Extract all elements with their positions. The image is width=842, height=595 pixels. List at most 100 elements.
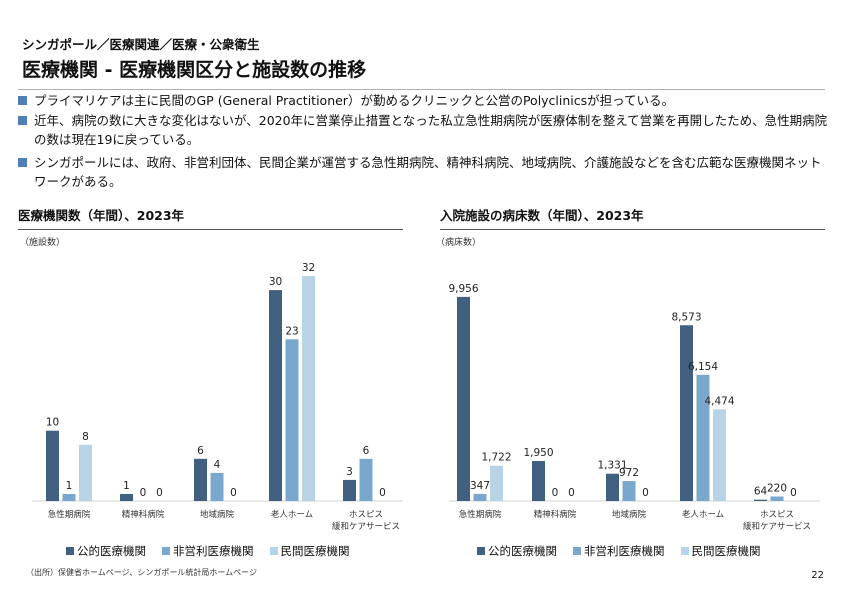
y-unit-label: （施設数） — [20, 238, 66, 248]
chart-title-facilities: 医療機関数（年間）、2023年 — [18, 208, 185, 223]
chart-title-beds: 入院施設の病床数（年間）、2023年 — [440, 208, 644, 223]
bar — [606, 473, 619, 501]
page-number: 22 — [811, 570, 824, 581]
legend-facilities: 公的医療機関 非営利医療機関 民間医療機関 — [66, 543, 350, 559]
data-label: 1,950 — [523, 447, 553, 459]
legend-label: 民間医療機関 — [691, 544, 761, 558]
legend-label: 民間医療機関 — [280, 544, 350, 558]
category-label: 緩和ケアサービス — [332, 521, 400, 532]
bullet-text: プライマリケアは主に民間のGP (General Practitioner）が勤… — [34, 93, 675, 108]
y-unit-label: （病床数） — [436, 238, 482, 248]
bar — [490, 465, 503, 501]
bar — [302, 276, 315, 501]
bar — [210, 472, 224, 501]
legend-item: 非営利医療機関 — [573, 543, 665, 559]
legend-swatch — [269, 547, 278, 555]
divider — [440, 229, 825, 230]
bullet-item: シンガポールには、政府、非営利団体、民間企業が運営する急性期病院、精神科病院、地… — [18, 153, 830, 191]
data-label: 0 — [790, 487, 797, 499]
data-label: 8 — [82, 431, 89, 443]
legend-beds: 公的医療機関 非営利医療機関 民間医療機関 — [477, 543, 761, 559]
bar — [194, 458, 207, 501]
data-label: 972 — [619, 467, 639, 479]
legend-item: 民間医療機関 — [680, 543, 761, 559]
source-note: （出所）保健省ホームページ、シンガポール統計局ホームページ — [26, 568, 257, 577]
category-label: 緩和ケアサービス — [743, 521, 811, 532]
legend-item: 公的医療機関 — [477, 543, 557, 559]
data-label: 4 — [214, 459, 221, 471]
bullet-square-icon — [18, 116, 27, 125]
bar — [359, 458, 373, 501]
bar — [457, 296, 470, 501]
data-label: 347 — [470, 480, 490, 492]
data-label: 6,154 — [688, 361, 718, 373]
legend-swatch — [477, 547, 485, 555]
data-label: 9,956 — [448, 283, 478, 295]
data-label: 6 — [197, 445, 204, 457]
legend-label: 公的医療機関 — [488, 544, 557, 558]
data-label: 1 — [123, 480, 130, 492]
data-label: 1,722 — [481, 452, 511, 464]
legend-item: 公的医療機関 — [66, 543, 146, 559]
bar — [120, 493, 133, 501]
page-title: 医療機関 - 医療機関区分と施設数の推移 — [22, 59, 367, 81]
bar — [532, 461, 545, 501]
bar — [343, 479, 356, 501]
category-label: ホスピス — [349, 510, 383, 520]
bullet-item: 近年、病院の数に大きな変化はないが、2020年に営業停止措置となった私立急性期病… — [18, 111, 830, 149]
bullet-square-icon — [18, 158, 27, 167]
category-label: 老人ホーム — [271, 509, 313, 520]
data-label: 10 — [46, 417, 59, 429]
category-label: 精神科病院 — [534, 509, 577, 520]
legend-label: 非営利医療機関 — [173, 544, 254, 558]
bar — [269, 290, 282, 501]
bar — [46, 430, 59, 501]
data-label: 8,573 — [671, 311, 701, 323]
bar — [285, 339, 299, 501]
legend-item: 民間医療機関 — [269, 543, 350, 559]
bar — [770, 496, 784, 501]
bar — [79, 444, 92, 501]
data-label: 0 — [156, 487, 163, 499]
data-label: 1,331 — [597, 460, 627, 472]
category-label: 急性期病院 — [48, 509, 91, 520]
bar — [754, 499, 767, 501]
bullet-item: プライマリケアは主に民間のGP (General Practitioner）が勤… — [18, 91, 830, 110]
data-label: 30 — [269, 276, 282, 288]
data-label: 0 — [140, 487, 147, 499]
bar — [696, 374, 710, 501]
data-label: 3 — [346, 466, 353, 478]
bar — [680, 325, 693, 501]
data-label: 220 — [767, 482, 787, 494]
category-label: 急性期病院 — [459, 509, 502, 520]
bar — [62, 493, 76, 501]
bar — [713, 409, 726, 501]
category-label: 地域病院 — [612, 509, 647, 520]
legend-item: 非営利医療機関 — [162, 543, 254, 559]
bar — [622, 481, 636, 501]
legend-swatch — [680, 547, 689, 555]
data-label: 0 — [379, 487, 386, 499]
bullet-text: シンガポールには、政府、非営利団体、民間企業が運営する急性期病院、精神科病院、地… — [34, 155, 822, 189]
data-label: 4,474 — [704, 395, 734, 407]
data-label: 0 — [230, 487, 237, 499]
data-label: 23 — [285, 325, 298, 337]
divider — [18, 89, 825, 90]
bar — [473, 493, 487, 501]
category-label: ホスピス — [760, 510, 794, 520]
data-label: 0 — [552, 487, 559, 499]
category-label: 精神科病院 — [122, 509, 165, 520]
category-label: 老人ホーム — [682, 509, 724, 520]
legend-swatch — [66, 547, 74, 555]
legend-swatch — [573, 547, 581, 555]
data-label: 1 — [66, 480, 73, 492]
data-label: 0 — [568, 487, 575, 499]
data-label: 6 — [363, 445, 370, 457]
breadcrumb: シンガポール／医療関連／医療・公衆衛生 — [22, 37, 260, 52]
divider — [18, 229, 403, 230]
legend-label: 非営利医療機関 — [584, 544, 665, 558]
data-label: 32 — [302, 262, 315, 274]
